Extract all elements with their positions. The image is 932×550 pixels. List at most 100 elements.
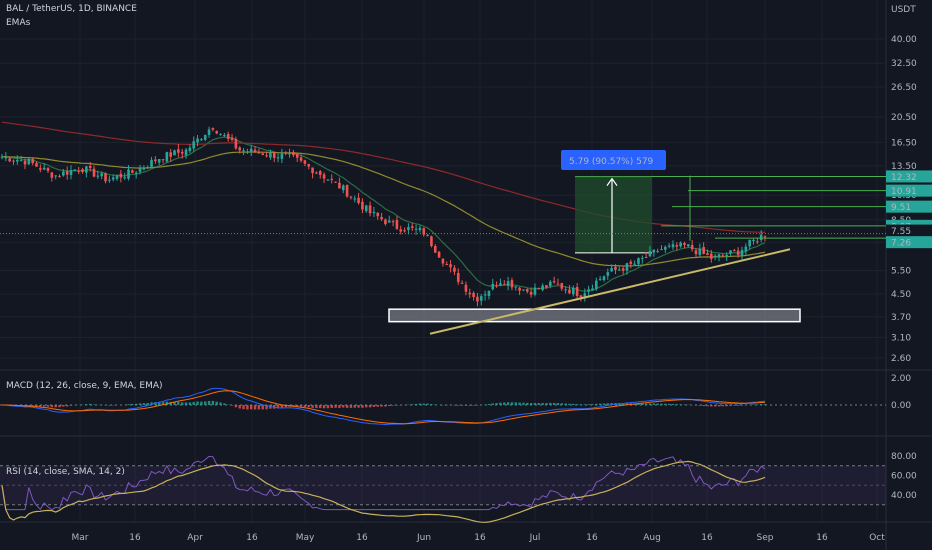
- macd-bar: [418, 403, 422, 405]
- price-label-bg: [886, 236, 932, 249]
- axis-unit: USDT: [891, 5, 916, 15]
- candle: [441, 258, 445, 264]
- candle: [422, 228, 426, 235]
- candle: [407, 227, 410, 230]
- time-tick: Oct: [869, 533, 885, 543]
- macd-bar: [296, 405, 299, 407]
- candle: [138, 168, 142, 172]
- candle: [341, 185, 345, 191]
- time-tick: 16: [356, 533, 368, 543]
- macd-bar: [292, 405, 295, 407]
- macd-bar: [426, 403, 429, 405]
- time-tick: Mar: [72, 533, 89, 543]
- macd-bar: [552, 402, 556, 405]
- macd-bar: [376, 405, 379, 407]
- time-axis[interactable]: Mar 16 Apr 16 May 16 Jun 16 Jul 16 Aug 16 Sep 16 Oct: [72, 533, 886, 543]
- macd-bar: [315, 405, 318, 409]
- macd-bar: [108, 405, 111, 406]
- macd-bar: [284, 405, 287, 408]
- candle: [58, 176, 61, 178]
- macd-bar: [35, 405, 38, 407]
- macd-bar: [568, 403, 571, 405]
- candle: [184, 149, 188, 156]
- rsi-tick: 80.00: [891, 452, 917, 462]
- candle: [119, 173, 123, 178]
- candle: [468, 292, 472, 295]
- trendline: [429, 248, 791, 335]
- macd-bar: [322, 405, 326, 409]
- macd-bar: [269, 405, 272, 409]
- candle: [54, 175, 57, 177]
- candle: [483, 294, 487, 296]
- macd-bar: [54, 405, 57, 408]
- macd-bar: [560, 403, 563, 405]
- symbol-title[interactable]: BAL / TetherUS, 1D, BINANCE: [6, 4, 137, 14]
- candle: [364, 205, 368, 212]
- support-zone: [388, 308, 801, 323]
- candle: [100, 173, 103, 177]
- candle: [518, 287, 521, 291]
- candle: [23, 160, 27, 165]
- candle: [257, 152, 261, 154]
- price-axis[interactable]: USDT40.0032.5026.5020.5016.5013.5010.508…: [886, 5, 932, 364]
- rsi-pane: 80.00 60.00 40.00: [0, 452, 917, 523]
- candle: [583, 293, 587, 299]
- candle: [12, 160, 15, 162]
- candle: [479, 296, 483, 301]
- candle: [345, 185, 349, 197]
- candle: [69, 170, 73, 176]
- candle: [180, 151, 184, 154]
- candle: [614, 266, 617, 270]
- macd-bar: [230, 405, 234, 406]
- candle: [449, 264, 452, 268]
- macd-bar: [414, 403, 418, 405]
- price-label: 7.55: [891, 227, 911, 237]
- candle: [361, 201, 364, 210]
- macd-bar: [522, 402, 525, 405]
- macd-bar: [652, 403, 656, 405]
- candle: [318, 171, 322, 175]
- macd-bar: [188, 402, 192, 405]
- candle: [564, 289, 567, 291]
- ema-line: [2, 151, 766, 267]
- macd-bar: [131, 403, 134, 405]
- macd-bar: [499, 402, 502, 405]
- time-tick: Apr: [187, 533, 203, 543]
- macd-bar: [595, 403, 598, 405]
- candle: [303, 160, 307, 164]
- time-tick: Jul: [529, 533, 541, 543]
- macd-bar: [207, 400, 211, 405]
- candle: [690, 245, 694, 250]
- macd-bar: [717, 405, 721, 407]
- macd-bar: [380, 405, 383, 407]
- candle: [380, 216, 383, 220]
- macd-bar: [65, 405, 69, 407]
- candle: [219, 133, 222, 135]
- price-tick: 4.50: [891, 290, 911, 300]
- macd-label[interactable]: MACD (12, 26, close, 9, EMA, EMA): [6, 381, 163, 391]
- macd-bar: [165, 401, 169, 405]
- candle: [522, 289, 525, 291]
- macd-bar: [644, 403, 648, 405]
- macd-bar: [675, 404, 679, 405]
- price-tick: 13.50: [891, 162, 917, 172]
- indicator-label[interactable]: EMAs: [6, 18, 31, 28]
- macd-bar: [46, 405, 50, 407]
- candle: [188, 147, 192, 152]
- candle: [322, 174, 326, 179]
- rsi-label[interactable]: RSI (14, close, SMA, 14, 2): [6, 467, 125, 477]
- candle: [418, 227, 422, 231]
- rsi-ma-line: [1, 460, 766, 523]
- time-tick: Sep: [757, 533, 774, 543]
- candle: [276, 157, 280, 159]
- macd-bar: [246, 405, 249, 410]
- candle: [552, 281, 556, 283]
- macd-bar: [196, 401, 199, 405]
- candle: [679, 242, 682, 247]
- candle: [242, 150, 245, 152]
- target-lines: [0, 175, 886, 241]
- candle: [280, 153, 284, 159]
- candle: [211, 127, 215, 130]
- price-label: 12.32: [891, 173, 917, 183]
- macd-bar: [411, 404, 414, 405]
